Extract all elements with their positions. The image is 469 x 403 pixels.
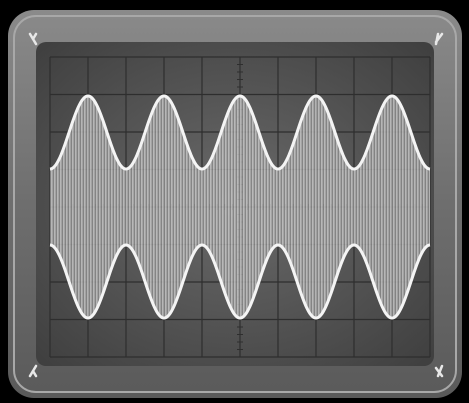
oscilloscope-photo xyxy=(0,0,469,403)
page: {} (() => { JSON.parse(document.getEleme… xyxy=(0,0,469,403)
